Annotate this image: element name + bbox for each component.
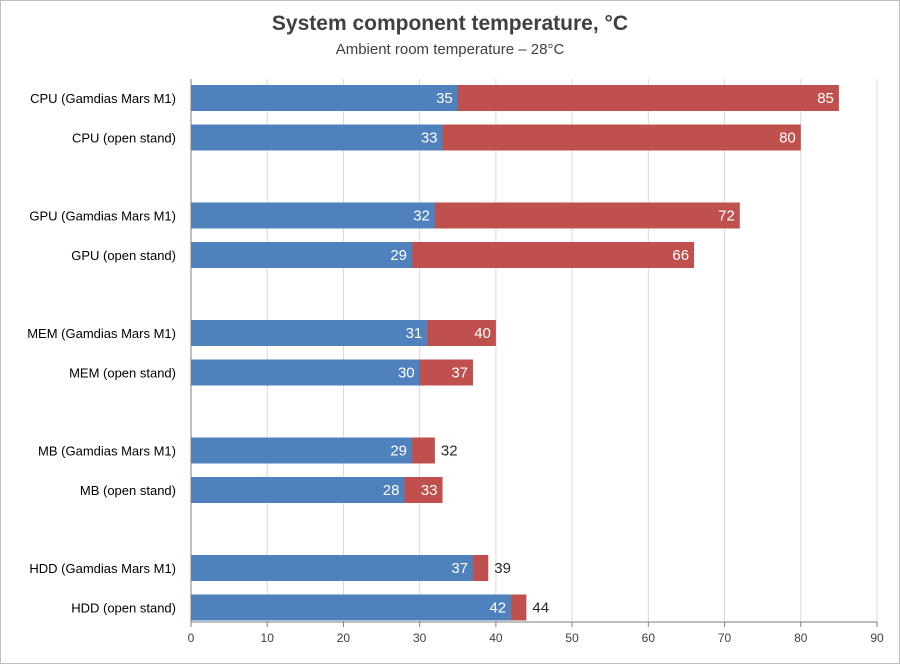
- data-label-series-2: 39: [494, 560, 511, 577]
- category-label: GPU (Gamdias Mars M1): [29, 209, 176, 224]
- data-label-series-1: 28: [383, 482, 400, 499]
- bar-series-1: [191, 124, 443, 151]
- bar-series-1: [191, 594, 512, 621]
- x-tick-label: 40: [489, 631, 503, 645]
- data-label-series-2: 44: [532, 600, 549, 617]
- data-label-series-1: 30: [398, 365, 415, 382]
- data-label-series-2: 80: [779, 130, 796, 147]
- x-tick-label: 60: [642, 631, 656, 645]
- data-label-series-1: 37: [451, 560, 468, 577]
- category-label: HDD (open stand): [71, 601, 176, 616]
- data-label-series-1: 42: [489, 600, 506, 617]
- category-label: HDD (Gamdias Mars M1): [29, 561, 176, 576]
- x-tick-label: 90: [870, 631, 884, 645]
- category-label: GPU (open stand): [71, 248, 176, 263]
- bar-series-1: [191, 437, 413, 464]
- category-label: CPU (Gamdias Mars M1): [30, 91, 176, 106]
- bar-series-1: [191, 242, 413, 268]
- data-label-series-2: 33: [421, 482, 438, 499]
- x-tick-label: 80: [794, 631, 808, 645]
- bar-series-1: [191, 85, 458, 111]
- data-label-series-2: 85: [817, 90, 834, 107]
- data-label-series-2: 72: [718, 208, 735, 225]
- chart-title: System component temperature, °C: [271, 12, 629, 35]
- data-label-series-2: 37: [451, 365, 468, 382]
- category-label: CPU (open stand): [72, 131, 176, 146]
- bar-series-1: [191, 359, 420, 386]
- data-label-series-2: 40: [474, 325, 491, 342]
- bar-series-1: [191, 555, 474, 581]
- data-label-series-1: 33: [421, 130, 438, 147]
- x-tick-label: 70: [718, 631, 732, 645]
- data-label-series-1: 29: [390, 247, 407, 264]
- chart-subtitle: Ambient room temperature – 28°C: [335, 41, 565, 58]
- x-tick-label: 10: [261, 631, 275, 645]
- data-label-series-1: 29: [390, 443, 407, 460]
- data-label-series-2: 32: [441, 443, 458, 460]
- bar-series-1: [191, 477, 405, 503]
- x-tick-label: 20: [337, 631, 351, 645]
- x-tick-label: 0: [188, 631, 195, 645]
- data-label-series-1: 32: [413, 208, 430, 225]
- category-label: MB (Gamdias Mars M1): [38, 444, 176, 459]
- category-label: MB (open stand): [80, 483, 176, 498]
- x-tick-label: 50: [565, 631, 579, 645]
- category-label: MEM (open stand): [69, 366, 176, 381]
- bar-series-1: [191, 320, 428, 346]
- data-label-series-1: 35: [436, 90, 453, 107]
- category-label: MEM (Gamdias Mars M1): [27, 326, 176, 341]
- data-label-series-1: 31: [406, 325, 423, 342]
- data-label-series-2: 66: [672, 247, 689, 264]
- x-tick-label: 30: [413, 631, 427, 645]
- bar-series-1: [191, 202, 435, 229]
